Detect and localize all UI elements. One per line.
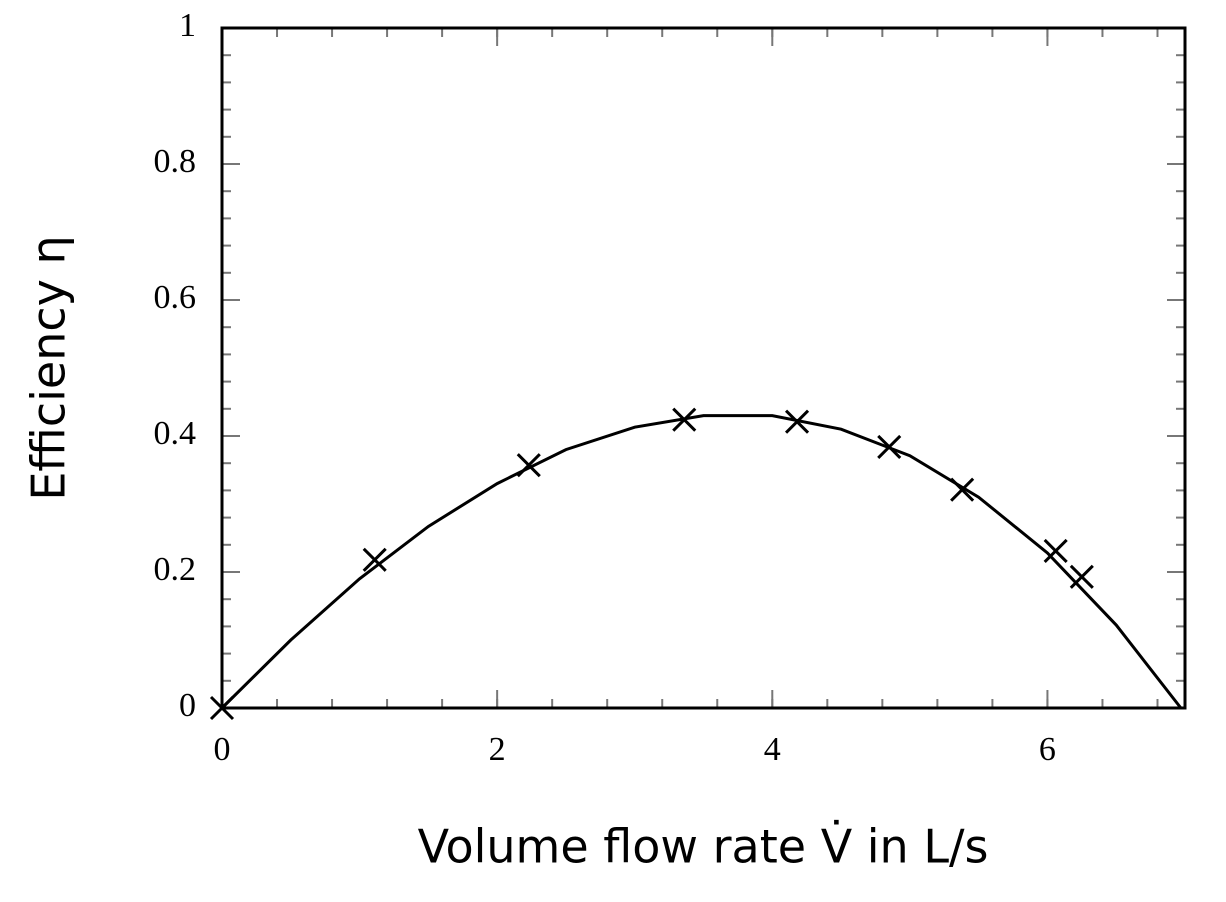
plot-frame [220, 26, 1187, 710]
x-tick-label: 4 [764, 731, 781, 768]
y-tick-label: 0.4 [154, 415, 197, 452]
y-tick-label: 0.2 [154, 551, 197, 588]
data-point [672, 407, 697, 432]
data-point [877, 434, 902, 459]
data-point [362, 547, 387, 572]
x-axis-label: Volume flow rate V̇ in L/s [418, 820, 989, 874]
x-tick-label: 6 [1039, 731, 1056, 768]
data-point [1043, 538, 1068, 563]
x-tick-label: 2 [489, 731, 506, 768]
y-axis-label: Efficiency η [22, 235, 76, 500]
y-tick-label: 0 [179, 687, 196, 724]
y-tick-label: 1 [179, 7, 196, 44]
data-point [1069, 564, 1094, 589]
data-point [950, 477, 975, 502]
x-tick-label: 0 [214, 731, 231, 768]
data-point [784, 409, 810, 434]
data-point [516, 453, 541, 478]
y-tick-label: 0.8 [154, 143, 197, 180]
fit-curve [220, 414, 1183, 710]
y-tick-label: 0.6 [154, 279, 197, 316]
data-point [209, 695, 235, 721]
